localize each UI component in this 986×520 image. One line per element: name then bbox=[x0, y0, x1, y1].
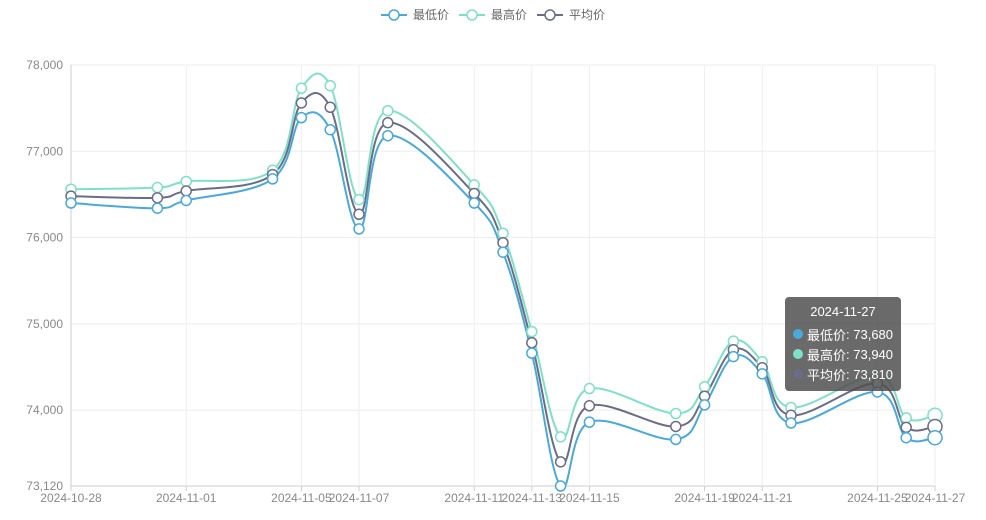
y-tick-label: 73,120 bbox=[26, 479, 63, 493]
legend-min-icon bbox=[380, 8, 407, 21]
legend: 最低价 最高价 平均价 bbox=[0, 6, 986, 23]
data-point bbox=[756, 368, 768, 380]
tooltip-label-min: 最低价 bbox=[807, 327, 847, 343]
data-point bbox=[900, 412, 912, 424]
tooltip-row-min: 最低价: 73,680 bbox=[793, 324, 893, 344]
data-point bbox=[295, 97, 308, 109]
x-tick-label: 2024-11-19 bbox=[674, 491, 735, 505]
x-tick-label: 2024-11-01 bbox=[156, 491, 217, 505]
data-point bbox=[900, 431, 912, 444]
legend-label-min: 最低价 bbox=[412, 8, 449, 22]
data-point bbox=[180, 175, 192, 188]
y-axis: 73,120 74,000 75,000 76,000 77,000 78,000 bbox=[26, 58, 72, 493]
data-point bbox=[526, 325, 538, 338]
y-tick-label: 76,000 bbox=[26, 231, 63, 245]
tooltip-value-avg: 73,810 bbox=[853, 366, 894, 382]
legend-item-avg[interactable]: 平均价 bbox=[537, 6, 605, 23]
legend-label-avg: 平均价 bbox=[569, 8, 606, 22]
data-point bbox=[698, 399, 711, 411]
data-point bbox=[151, 202, 164, 214]
grid-lines bbox=[70, 64, 936, 487]
series-line-2 bbox=[70, 92, 936, 465]
y-tick-label: 77,000 bbox=[26, 144, 63, 158]
data-point bbox=[526, 347, 538, 359]
data-point bbox=[65, 197, 77, 209]
data-point bbox=[526, 337, 538, 349]
data-point bbox=[382, 129, 394, 142]
tooltip: 2024-11-27 最低价: 73,680 最高价: 73,940 平均价: … bbox=[785, 297, 901, 391]
tooltip-label-avg: 平均价 bbox=[807, 367, 847, 383]
legend-label-max: 最高价 bbox=[490, 8, 527, 22]
legend-item-min[interactable]: 最低价 bbox=[380, 6, 449, 23]
legend-avg-icon bbox=[537, 8, 563, 21]
x-tick-label: 2024-11-25 bbox=[847, 491, 908, 505]
data-point bbox=[468, 187, 480, 200]
x-tick-label: 2024-11-07 bbox=[329, 491, 390, 505]
data-point bbox=[583, 400, 596, 412]
tooltip-label-max: 最高价 bbox=[807, 347, 847, 363]
tooltip-dot-avg-icon bbox=[793, 369, 803, 379]
data-point bbox=[583, 382, 596, 395]
data-point bbox=[497, 236, 509, 249]
y-tick-label: 75,000 bbox=[26, 317, 63, 331]
series-points bbox=[65, 79, 943, 492]
data-point bbox=[353, 193, 365, 206]
data-point bbox=[295, 82, 308, 95]
x-tick-label: 2024-11-05 bbox=[271, 491, 332, 505]
data-point bbox=[266, 173, 279, 185]
data-point bbox=[670, 420, 682, 433]
x-tick-label: 2024-11-21 bbox=[732, 491, 793, 505]
x-tick-label: 2024-11-15 bbox=[559, 491, 620, 505]
data-point bbox=[670, 433, 682, 446]
data-point bbox=[468, 197, 480, 209]
data-point bbox=[497, 246, 509, 258]
data-point bbox=[180, 194, 192, 207]
data-point bbox=[927, 429, 943, 446]
data-point bbox=[554, 480, 567, 492]
tooltip-title: 2024-11-27 bbox=[810, 304, 876, 319]
y-tick-label: 78,000 bbox=[26, 58, 63, 72]
data-point bbox=[670, 407, 682, 420]
data-point bbox=[554, 456, 567, 468]
tooltip-value-max: 73,940 bbox=[853, 346, 894, 362]
data-point bbox=[497, 227, 509, 239]
data-point bbox=[382, 104, 394, 117]
data-point bbox=[554, 431, 567, 443]
data-point bbox=[727, 350, 740, 363]
data-point bbox=[180, 185, 192, 197]
data-point bbox=[151, 192, 164, 204]
y-tick-label: 74,000 bbox=[26, 403, 63, 417]
data-point bbox=[698, 381, 711, 393]
data-point bbox=[324, 79, 336, 92]
data-point bbox=[900, 421, 912, 434]
legend-max-icon bbox=[458, 8, 485, 21]
legend-item-max[interactable]: 最高价 bbox=[458, 6, 527, 23]
x-tick-label: 2024-11-11 bbox=[444, 491, 504, 505]
x-tick-label: 2024-11-27 bbox=[905, 491, 966, 505]
data-point bbox=[324, 101, 336, 114]
data-point bbox=[382, 117, 394, 129]
data-point bbox=[353, 208, 365, 220]
x-axis: 2024-10-28 2024-11-01 2024-11-052024-11-07… bbox=[40, 486, 966, 505]
tooltip-row-avg: 平均价: 73,810 bbox=[793, 364, 893, 384]
tooltip-dot-max-icon bbox=[793, 349, 803, 359]
data-point bbox=[583, 416, 596, 428]
x-tick-label: 2024-10-28 bbox=[40, 491, 102, 505]
x-tick-label: 2024-11-13 bbox=[502, 491, 563, 505]
data-point bbox=[295, 111, 308, 124]
data-point bbox=[324, 123, 336, 136]
data-point bbox=[151, 181, 164, 194]
tooltip-value-min: 73,680 bbox=[853, 326, 894, 342]
series-line-1 bbox=[70, 72, 936, 440]
tooltip-dot-min-icon bbox=[793, 329, 803, 339]
series-lines bbox=[70, 72, 936, 489]
data-point bbox=[785, 417, 797, 429]
tooltip-row-max: 最高价: 73,940 bbox=[793, 344, 893, 364]
data-point bbox=[353, 223, 365, 235]
